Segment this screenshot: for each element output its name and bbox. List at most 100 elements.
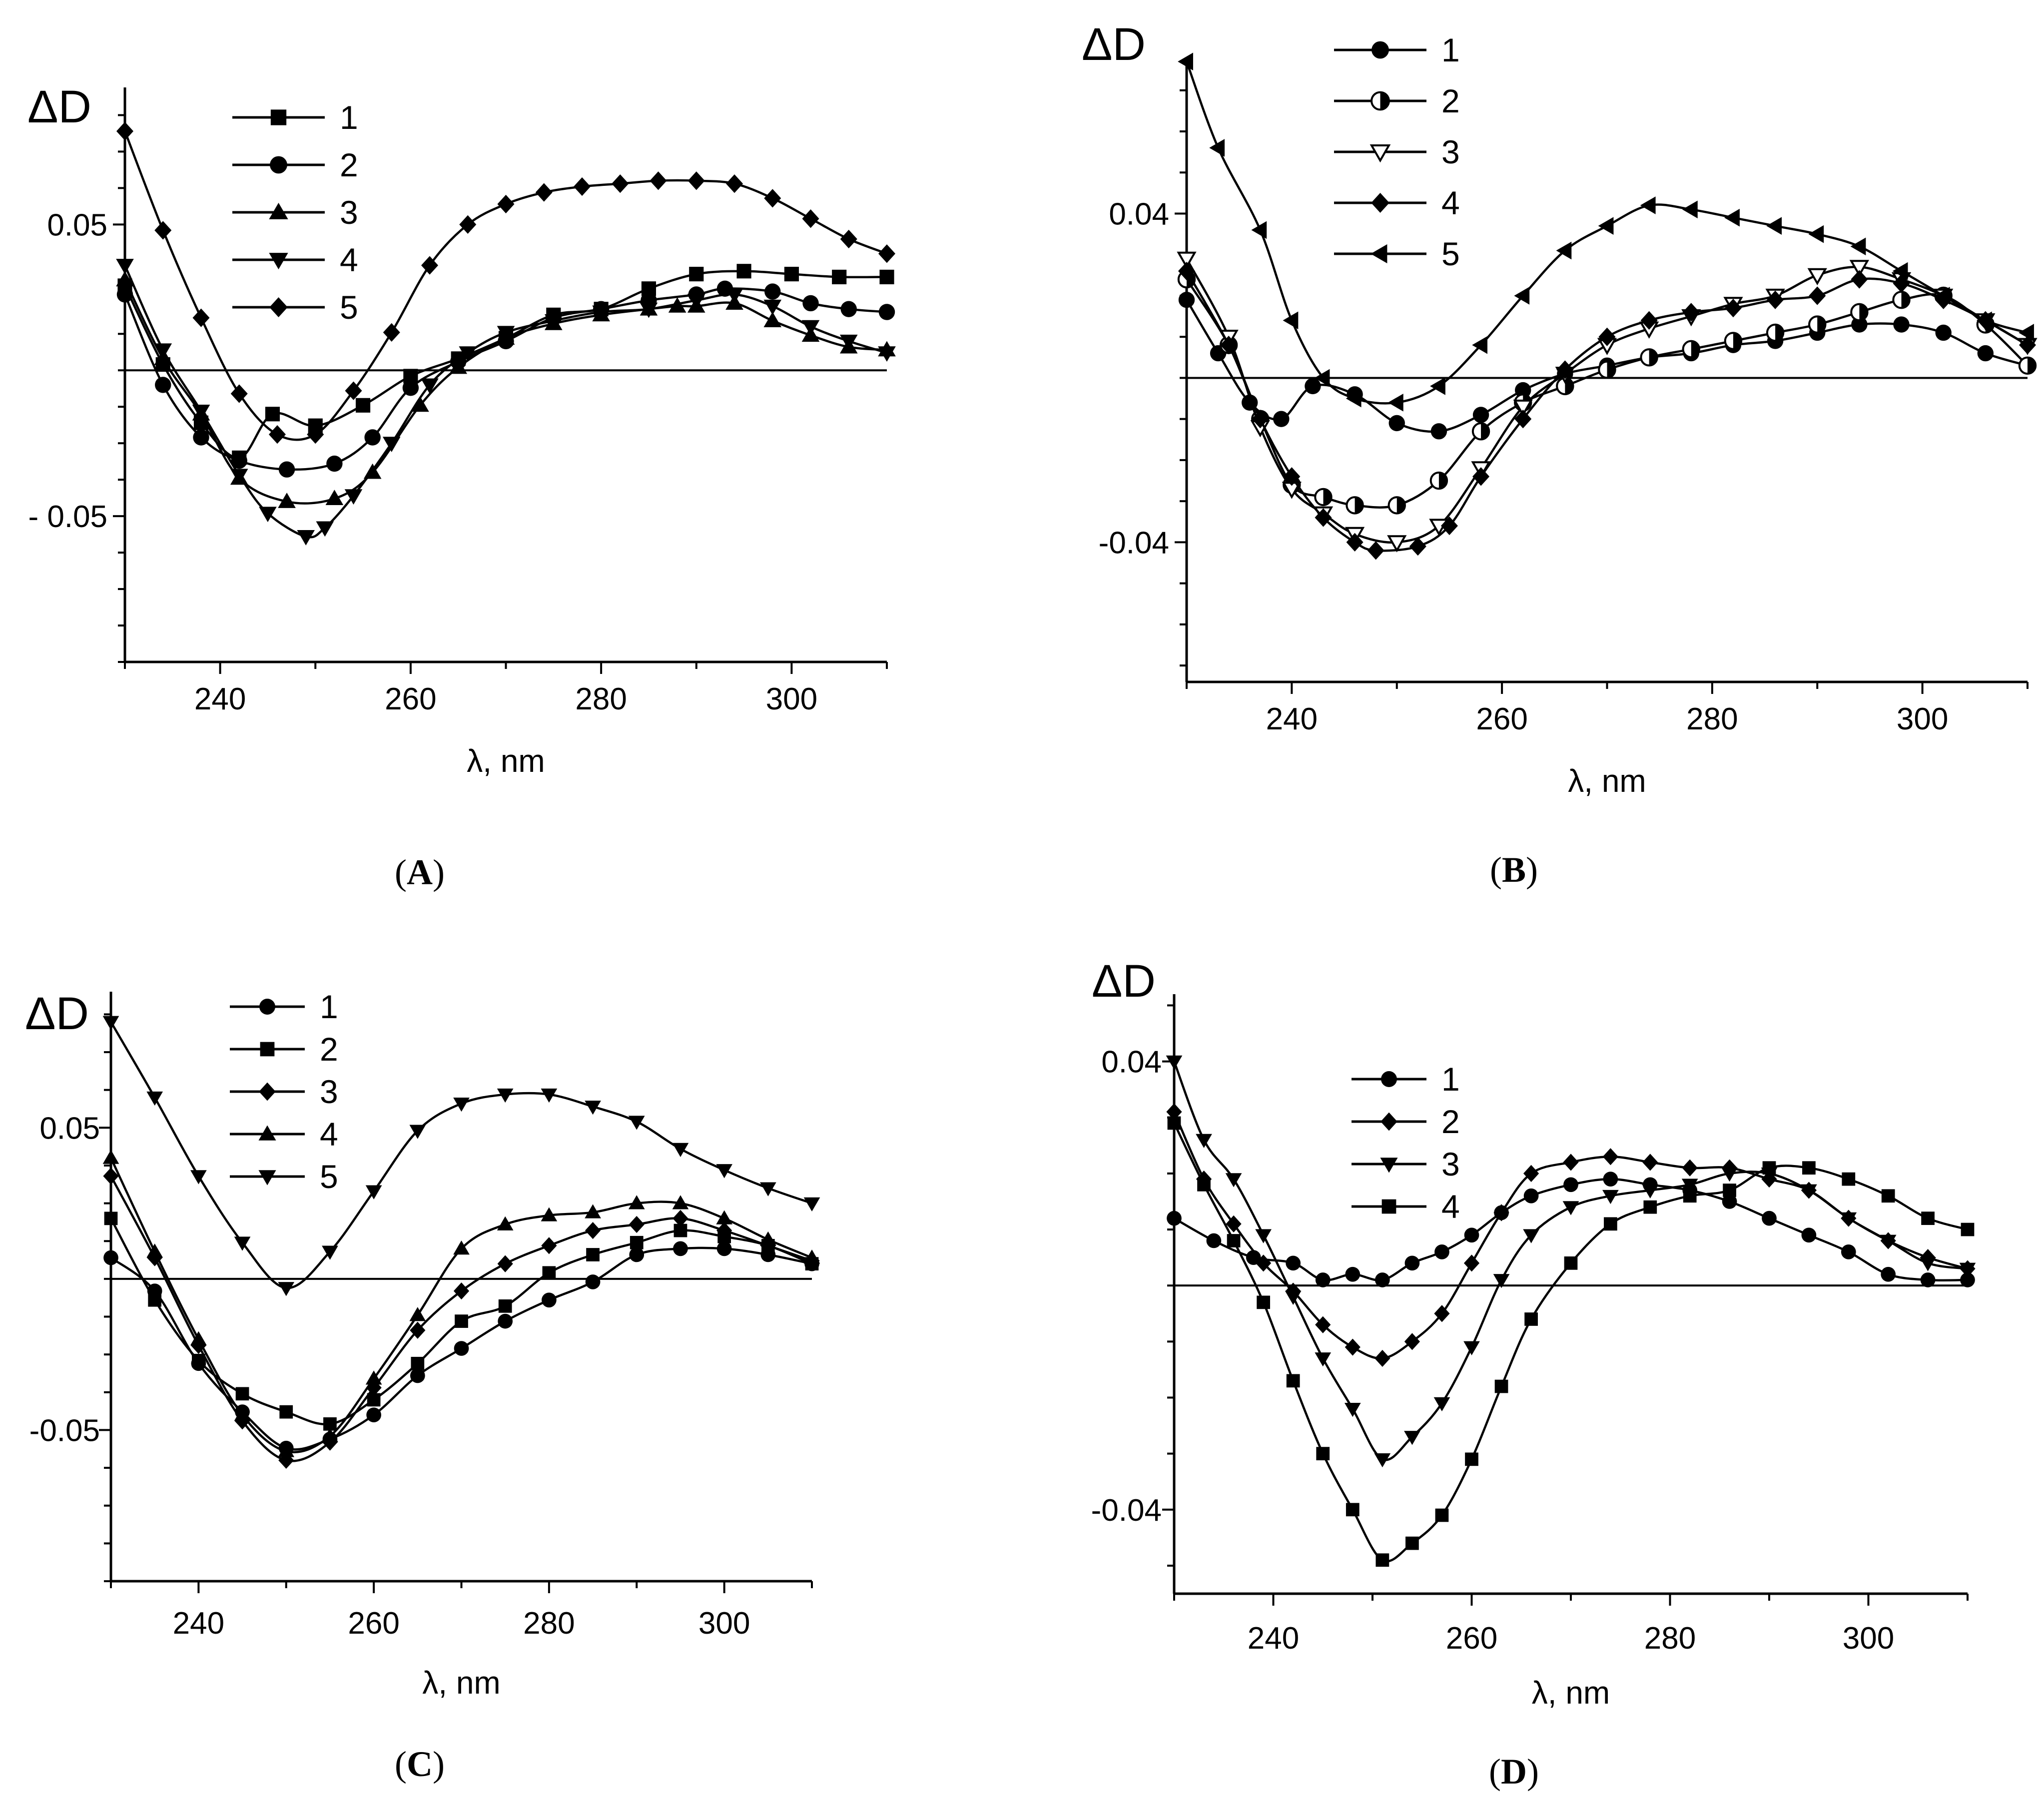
x-tick-label: 260 <box>1446 1621 1497 1656</box>
data-point <box>148 1293 162 1307</box>
marker-half-fill <box>1380 92 1389 110</box>
data-point <box>630 1235 644 1249</box>
data-point <box>1722 1194 1737 1209</box>
data-point <box>1387 496 1406 515</box>
legend-item: 4 <box>1352 1188 1460 1225</box>
data-point <box>1433 1397 1450 1412</box>
data-point <box>459 215 477 234</box>
data-point <box>1880 1234 1897 1249</box>
data-point <box>1344 1403 1361 1417</box>
data-point <box>411 1356 425 1370</box>
x-tick-label: 280 <box>523 1606 575 1641</box>
data-point <box>1920 1272 1936 1287</box>
data-point <box>1167 1116 1181 1130</box>
legend-marker <box>260 1042 275 1057</box>
data-point <box>409 1307 426 1321</box>
data-point <box>759 1182 776 1197</box>
caption-letter: C <box>407 1744 433 1784</box>
data-point <box>1893 316 1910 333</box>
data-point <box>421 256 439 275</box>
data-point <box>544 314 563 330</box>
y-tick-label: 0.04 <box>1109 197 1169 232</box>
data-point <box>497 1088 514 1103</box>
data-point <box>689 267 704 282</box>
data-point <box>365 1185 382 1200</box>
data-point <box>322 1428 338 1442</box>
data-point <box>365 1370 382 1385</box>
marker-half-fill <box>1481 423 1489 440</box>
marker-half-fill <box>1901 291 1910 308</box>
legend-label: 4 <box>1441 184 1460 221</box>
data-point <box>1961 1222 1975 1236</box>
data-point <box>1286 1255 1301 1271</box>
data-point <box>1602 1148 1618 1166</box>
x-tick-label: 260 <box>1476 702 1527 736</box>
data-point <box>1598 360 1616 379</box>
data-point <box>1721 1167 1738 1182</box>
series-4 <box>1178 262 2037 560</box>
data-point <box>1724 332 1743 350</box>
data-point <box>325 490 344 506</box>
data-point <box>1598 327 1616 346</box>
data-point <box>453 1098 470 1112</box>
data-point <box>410 1368 425 1383</box>
data-point <box>1374 1453 1391 1468</box>
x-tick-label: 280 <box>575 682 627 716</box>
data-point <box>1283 467 1301 486</box>
marker-half-fill <box>1859 304 1868 321</box>
marker-half-fill <box>1607 361 1615 378</box>
data-point <box>1921 1212 1935 1225</box>
data-point <box>102 1150 119 1164</box>
data-point <box>409 1125 426 1139</box>
data-point <box>801 320 820 336</box>
data-point <box>278 493 296 508</box>
data-point <box>1642 1154 1658 1171</box>
data-point <box>192 405 210 420</box>
data-point <box>1514 287 1530 305</box>
data-point <box>1682 303 1700 322</box>
data-point <box>278 461 295 478</box>
data-point <box>1892 290 1911 309</box>
data-point <box>725 288 743 304</box>
series-line <box>1185 61 2028 405</box>
x-tick-label: 260 <box>348 1606 399 1641</box>
data-point <box>235 1387 249 1401</box>
data-point <box>383 323 400 342</box>
legend-item: 1 <box>230 988 338 1025</box>
data-point <box>1404 1431 1420 1445</box>
legend-item: 1 <box>1334 31 1460 68</box>
panel-b: 240 260 280 300 0.04 -0.04 ΔD λ, nm 1 2 3 4 5 (B) <box>1082 19 2038 890</box>
data-point <box>1463 1254 1480 1272</box>
legend-marker <box>270 109 287 125</box>
data-point <box>364 429 381 446</box>
data-point <box>1206 1233 1222 1248</box>
x-tick-label: 240 <box>173 1606 224 1641</box>
data-point <box>1515 382 1531 399</box>
data-point <box>1227 1234 1241 1247</box>
data-point <box>411 396 429 412</box>
data-point <box>1430 423 1447 440</box>
legend-label: 3 <box>1441 133 1460 170</box>
data-point <box>716 1241 732 1256</box>
data-point <box>1934 287 1950 305</box>
series-line <box>123 279 887 505</box>
data-point <box>1283 311 1299 330</box>
legend-item: 1 <box>232 99 358 136</box>
data-point <box>1345 1266 1361 1282</box>
data-point <box>421 378 439 394</box>
legend-label: 4 <box>340 241 358 278</box>
data-point <box>1808 315 1827 334</box>
legend-item: 2 <box>230 1031 338 1068</box>
data-point <box>1178 52 1193 71</box>
legend-marker <box>259 1082 276 1101</box>
data-point <box>802 209 819 228</box>
caption-close: ) <box>1527 1752 1539 1792</box>
data-point <box>1465 1452 1478 1466</box>
x-tick-label: 240 <box>1266 702 1318 736</box>
data-point <box>1493 1274 1510 1288</box>
data-point <box>586 1248 600 1261</box>
data-point <box>1724 208 1740 227</box>
data-point <box>1346 533 1363 552</box>
data-point <box>1178 291 1195 308</box>
